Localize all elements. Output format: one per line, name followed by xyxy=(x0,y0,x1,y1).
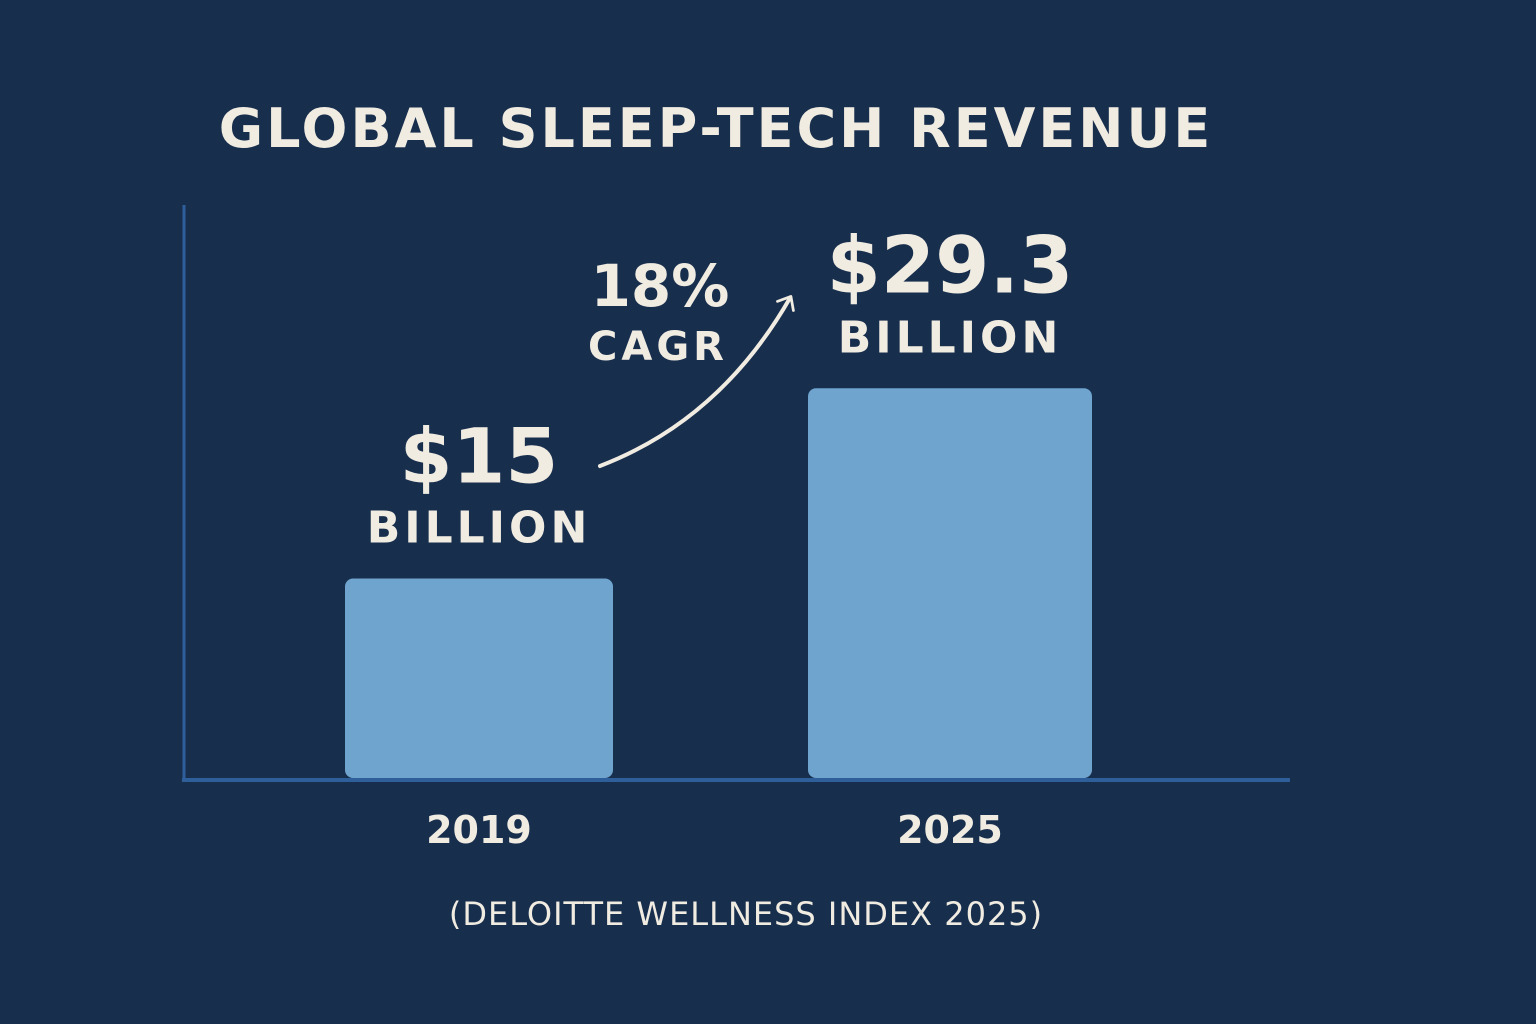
source-note: (DELOITTE WELLNESS INDEX 2025) xyxy=(449,895,1043,933)
data-label-2019-unit: BILLION xyxy=(367,503,592,554)
x-tick-label-2025: 2025 xyxy=(897,808,1003,852)
cagr-label: CAGR xyxy=(588,324,728,370)
bar-2019 xyxy=(345,578,613,778)
growth-arrow xyxy=(598,295,795,468)
cagr-value: 18% xyxy=(591,252,730,320)
data-label-2025-value: $29.3 xyxy=(827,221,1074,311)
chart-title: GLOBAL SLEEP-TECH REVENUE xyxy=(219,97,1213,160)
bar-2025 xyxy=(808,388,1092,778)
x-tick-label-2019: 2019 xyxy=(426,808,532,852)
data-label-2025-unit: BILLION xyxy=(838,312,1063,363)
data-label-2019-value: $15 xyxy=(400,412,559,501)
